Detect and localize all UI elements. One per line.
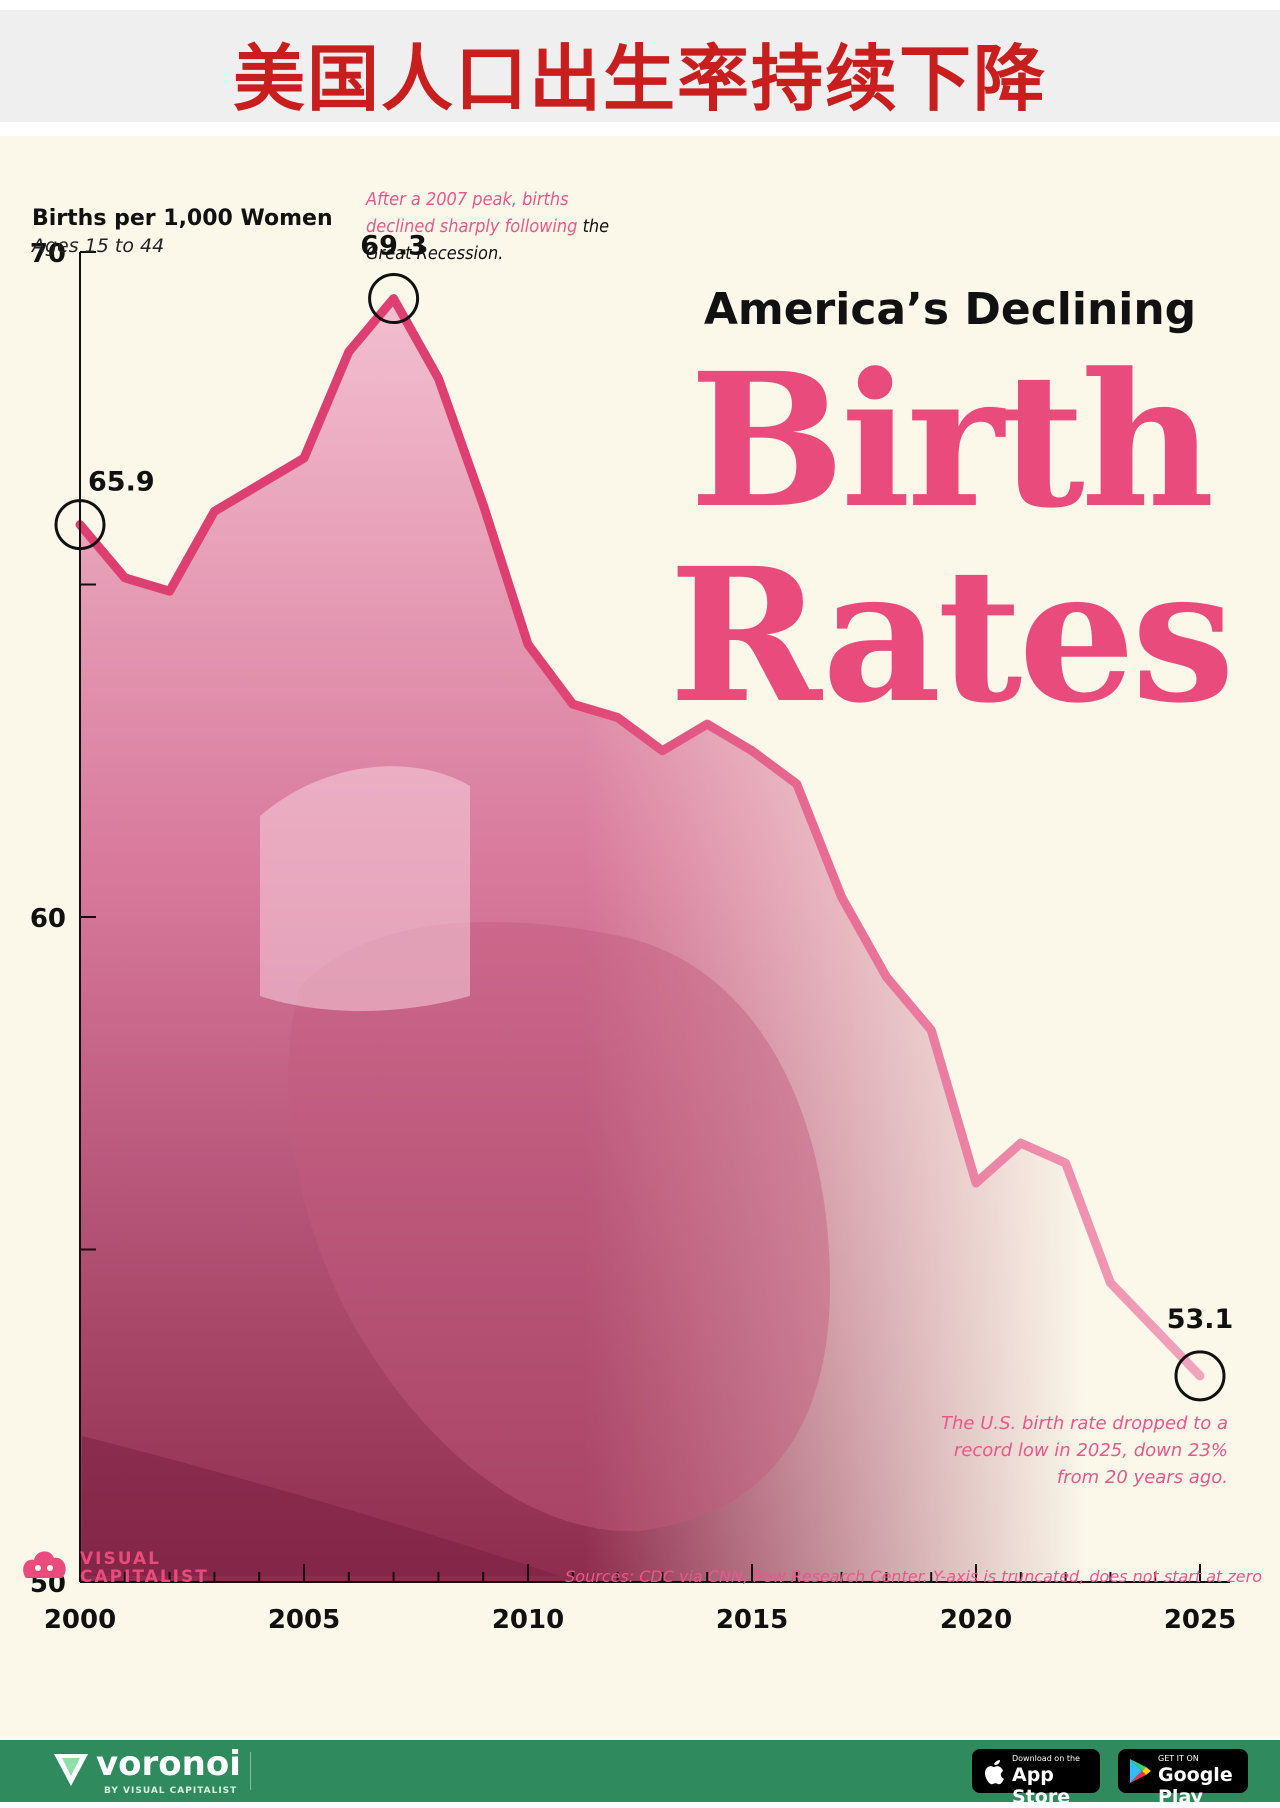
- x-tick-label: 2020: [940, 1605, 1012, 1635]
- apple-icon: [984, 1760, 1004, 1785]
- highlight-circle: [1174, 1350, 1226, 1402]
- voronoi-app-subtitle: BY VISUAL CAPITALIST: [104, 1786, 238, 1796]
- visual-capitalist-brand: VISUAL CAPITALIST: [80, 1550, 209, 1586]
- highlight-label: 69.3: [360, 231, 427, 262]
- voronoi-logo-icon: [54, 1754, 88, 1786]
- peak-annotation-dark: the Great Recession.: [366, 216, 610, 264]
- y-tick-label: 60: [30, 904, 66, 934]
- y-axis-subtitle: Ages 15 to 44: [32, 235, 165, 257]
- y-tick-label: 70: [30, 239, 66, 269]
- highlight-label: 65.9: [88, 467, 155, 498]
- banner-title: 美国人口出生率持续下降: [232, 37, 1047, 121]
- y-axis-title: Births per 1,000 Women: [32, 206, 333, 231]
- visual-capitalist-logo-icon: [23, 1551, 66, 1578]
- title-banner: [0, 10, 1280, 122]
- x-tick-label: 2015: [716, 1605, 788, 1635]
- highlight-circle: [368, 273, 420, 325]
- headline: America’s Declining: [703, 284, 1197, 335]
- highlight-circle: [54, 499, 106, 551]
- highlight-label: 53.1: [1167, 1304, 1234, 1335]
- x-tick-label: 2025: [1164, 1605, 1236, 1635]
- lower-silhouette: [82, 1436, 560, 1576]
- low-annotation: The U.S. birth rate dropped to a record …: [941, 1413, 1228, 1488]
- top-silhouette: [260, 766, 470, 1011]
- area-fade: [80, 298, 1200, 1582]
- google-play-small-text: GET IT ON: [1158, 1754, 1199, 1763]
- app-store-large-text: App Store: [1012, 1764, 1071, 1808]
- big-title-rates: Rates: [668, 528, 1235, 744]
- brand-line-2: CAPITALIST: [80, 1567, 209, 1587]
- peak-annotation: After a 2007 peak, births declined sharp…: [366, 186, 626, 267]
- infographic-card: 50 60 70 2000 2005 2010 2015 2020 2025 65.9 69.3 53…: [0, 136, 1280, 1738]
- x-tick-label: 2000: [44, 1605, 116, 1635]
- app-store-small-text: Download on the: [1012, 1754, 1080, 1763]
- sources-note: Sources: CDC via CNN, Pew Research Cente…: [565, 1567, 1262, 1586]
- app-store-button[interactable]: Download on the App Store: [972, 1749, 1100, 1808]
- voronoi-app-name[interactable]: voronoi: [96, 1744, 241, 1784]
- brand-line-1: VISUAL: [80, 1549, 161, 1569]
- peak-annotation-pink: After a 2007 peak, births declined sharp…: [366, 189, 578, 237]
- big-title-birth: Birth: [689, 333, 1214, 549]
- google-play-large-text: Google Play: [1158, 1764, 1233, 1808]
- series-line: [75, 294, 1205, 1381]
- x-tick-label: 2010: [492, 1605, 564, 1635]
- google-play-icon: [1130, 1759, 1151, 1783]
- google-play-button[interactable]: GET IT ON Google Play: [1118, 1749, 1248, 1808]
- footer-divider: [250, 1752, 251, 1790]
- x-tick-label: 2005: [268, 1605, 340, 1635]
- belly-silhouette: [288, 921, 831, 1532]
